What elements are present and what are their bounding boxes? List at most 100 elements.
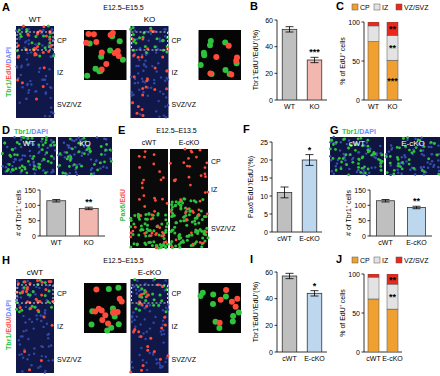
cell <box>93 287 99 293</box>
cell <box>165 357 167 359</box>
cell <box>44 311 46 313</box>
cell <box>332 157 335 160</box>
cell <box>64 172 67 175</box>
cell <box>106 286 112 292</box>
cell <box>132 230 135 233</box>
legend-label: IZ <box>382 4 389 11</box>
cell <box>16 141 19 144</box>
cell <box>18 29 21 32</box>
significance: ** <box>389 292 397 302</box>
cell <box>423 166 425 168</box>
cell <box>159 358 162 361</box>
cell <box>408 149 411 152</box>
cell <box>347 173 350 176</box>
error-bar <box>413 206 421 208</box>
cell <box>13 136 15 138</box>
cell <box>25 28 28 31</box>
cell <box>75 166 78 169</box>
cell <box>187 157 190 160</box>
cell <box>141 186 144 189</box>
cell <box>64 156 66 158</box>
category-label: KO <box>309 103 320 110</box>
cell <box>129 370 132 373</box>
cell <box>205 227 208 230</box>
bar-segment <box>368 274 379 277</box>
y-tick <box>362 100 365 101</box>
bar <box>408 207 426 236</box>
cell <box>133 286 135 288</box>
cell <box>179 219 182 222</box>
cell <box>143 156 146 159</box>
cell <box>32 290 35 293</box>
cell <box>69 138 72 141</box>
cell <box>14 147 16 149</box>
cell <box>93 66 99 72</box>
cell <box>131 101 133 103</box>
cell <box>1 153 3 155</box>
cell <box>365 152 367 154</box>
cell <box>142 332 144 334</box>
cell <box>349 153 352 156</box>
cell <box>357 151 359 153</box>
cell <box>400 173 402 175</box>
cell <box>133 75 136 78</box>
cell <box>370 167 372 169</box>
cell <box>189 199 192 202</box>
cell <box>361 167 364 170</box>
bar-segment <box>368 277 379 299</box>
cell <box>140 369 143 372</box>
cell <box>129 245 132 248</box>
cell <box>138 309 141 312</box>
cell <box>27 92 29 94</box>
cell <box>163 234 166 237</box>
cell <box>117 38 123 44</box>
cell <box>165 70 168 73</box>
chart: 0204060WTKOTbr1⁺EdU⁺/EdU⁺(%)B*** <box>250 0 327 110</box>
cell <box>144 283 146 285</box>
cell <box>158 234 161 237</box>
cell <box>153 278 156 281</box>
bar-segment <box>387 274 398 284</box>
cell <box>41 29 43 31</box>
cell <box>380 154 383 157</box>
cell <box>89 150 92 153</box>
cell <box>408 163 411 166</box>
bar-segment <box>387 60 398 100</box>
cell <box>166 69 169 72</box>
cell <box>423 173 425 175</box>
cell <box>26 52 28 54</box>
cell <box>132 311 134 313</box>
cell <box>358 158 361 161</box>
inset <box>199 30 242 80</box>
cell <box>154 45 157 48</box>
legend-label: CP <box>360 257 370 264</box>
image-panel: EE12.5–E13.5Pax6/EdUcWTE-cKOCPIZSVZ/VZ <box>118 124 236 250</box>
cell <box>12 169 15 172</box>
zone-label: CP <box>57 290 67 297</box>
cell <box>210 301 216 307</box>
y-tick <box>270 160 273 161</box>
cell <box>24 41 26 43</box>
cell <box>173 231 176 234</box>
cell <box>34 306 36 308</box>
cell <box>48 289 51 292</box>
cell <box>138 354 140 356</box>
cell <box>183 198 186 201</box>
tick-label: 15 <box>260 175 268 182</box>
group-label: KO <box>144 15 156 24</box>
y-tick <box>362 352 365 353</box>
cell <box>146 345 149 348</box>
cell <box>41 44 43 46</box>
cell <box>151 214 154 217</box>
cell <box>25 98 27 100</box>
error-bar <box>382 200 390 202</box>
cell <box>160 178 163 181</box>
cell <box>20 35 23 38</box>
y-axis <box>40 190 41 236</box>
cell <box>39 67 41 69</box>
cell <box>184 212 187 215</box>
legend-swatch <box>396 4 402 10</box>
cell <box>354 149 357 152</box>
cell <box>138 89 140 91</box>
cell <box>90 173 93 176</box>
